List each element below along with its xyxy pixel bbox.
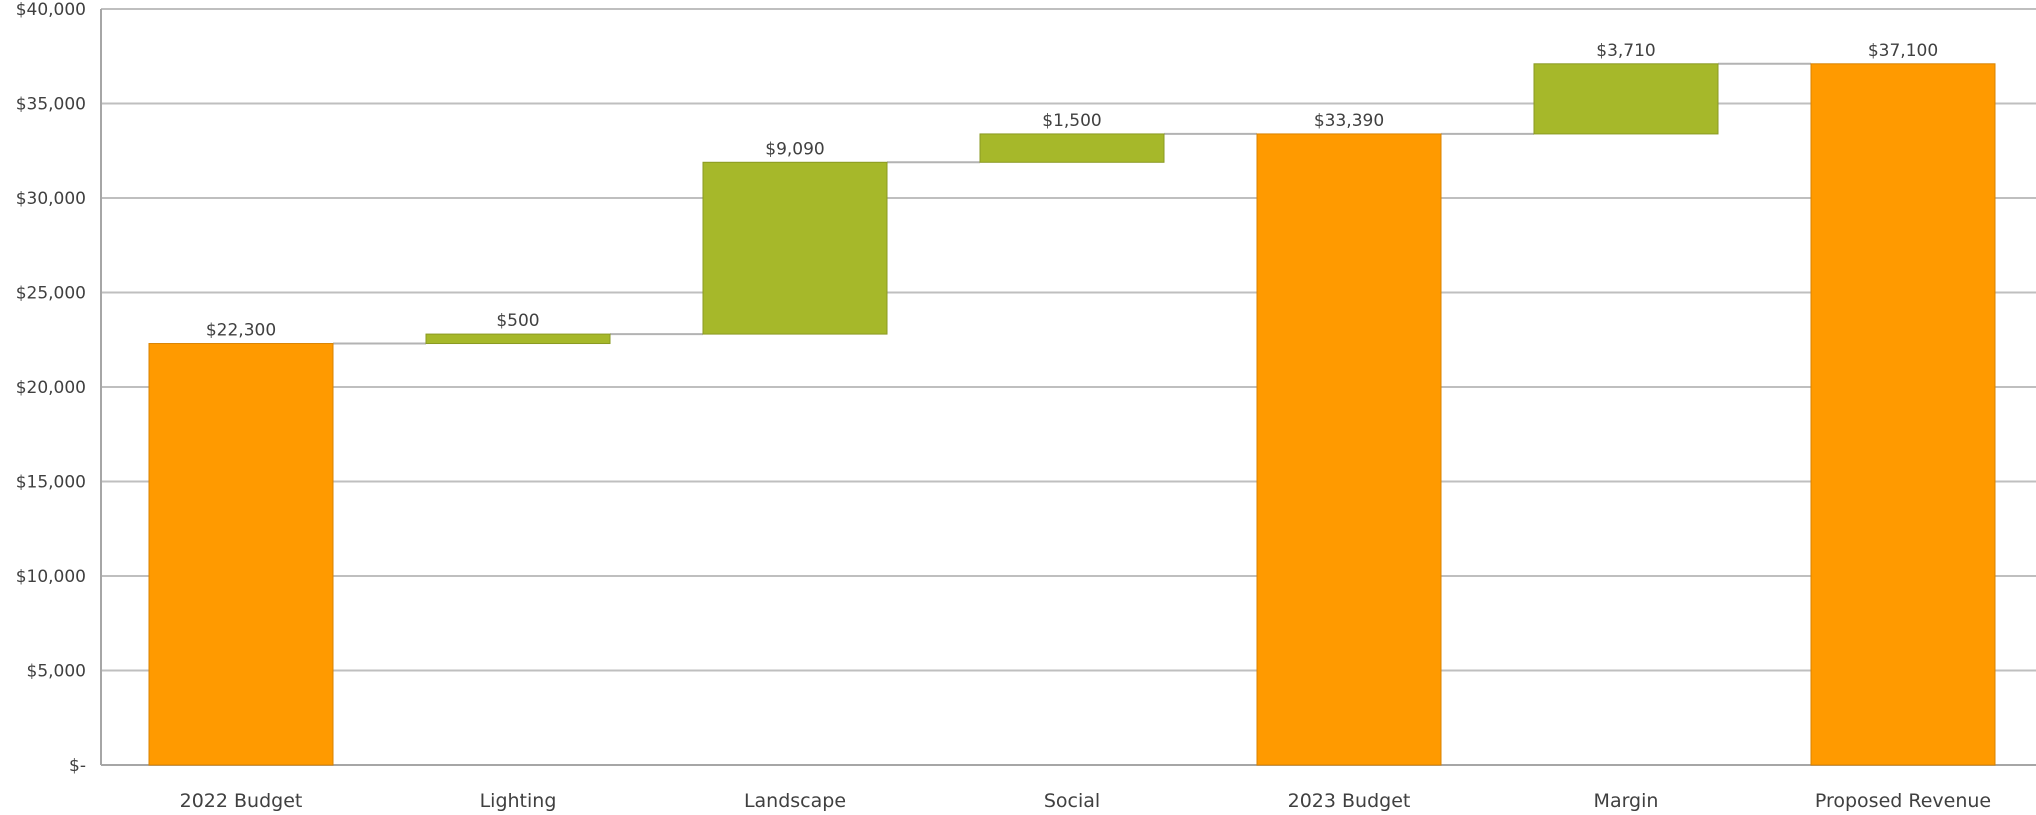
connector-lines (333, 62, 1811, 345)
y-axis-ticks: $- $5,000 $10,000 $15,000 $20,000 $25,000 $30,… (16, 0, 86, 776)
y-tick-label: $35,000 (16, 95, 86, 115)
data-label: $1,500 (1042, 111, 1101, 131)
category-label: 2022 Budget (180, 790, 303, 812)
data-label: $22,300 (206, 321, 276, 341)
category-label: Proposed Revenue (1815, 790, 1991, 812)
total-bar (1810, 63, 1996, 766)
y-tick-label: $5,000 (27, 662, 86, 682)
total-bar (1256, 133, 1442, 766)
increase-bar (979, 133, 1165, 163)
y-tick-label: $30,000 (16, 189, 86, 209)
data-label: $500 (496, 311, 539, 331)
category-label: 2023 Budget (1288, 790, 1411, 812)
total-bar (148, 343, 334, 766)
data-label: $3,710 (1596, 41, 1655, 61)
gridlines (100, 8, 2036, 766)
category-label: Margin (1594, 790, 1659, 812)
increase-bar (1533, 63, 1719, 135)
increase-bar (425, 333, 611, 345)
y-tick-label: $20,000 (16, 378, 86, 398)
data-label: $37,100 (1868, 41, 1938, 61)
y-tick-label: $40,000 (16, 0, 86, 20)
category-label: Social (1044, 790, 1100, 812)
y-tick-label: $15,000 (16, 473, 86, 493)
y-tick-label: $10,000 (16, 567, 86, 587)
data-label: $33,390 (1314, 111, 1384, 131)
increase-bar (702, 161, 888, 335)
bars (148, 63, 1996, 766)
y-tick-label: $25,000 (16, 284, 86, 304)
category-label: Lighting (480, 790, 557, 812)
x-axis-labels: 2022 Budget Lighting Landscape Social 2023 B… (180, 790, 1992, 812)
y-tick-label: $- (69, 756, 86, 776)
data-label: $9,090 (765, 139, 824, 159)
data-labels: $22,300 $500 $9,090 $1,500 $33,390 $3,710 $37,… (206, 41, 1938, 341)
category-label: Landscape (744, 790, 846, 812)
